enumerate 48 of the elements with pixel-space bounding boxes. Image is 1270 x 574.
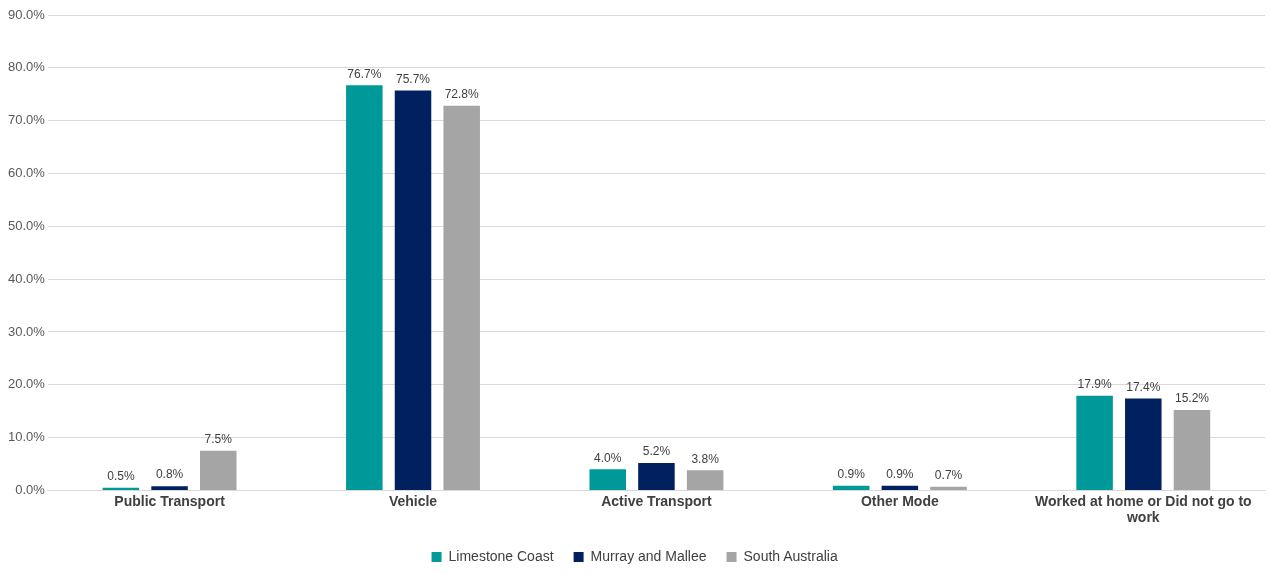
data-label: 3.8% bbox=[691, 451, 720, 466]
data-label: 0.9% bbox=[886, 466, 914, 481]
bar bbox=[151, 486, 188, 490]
bar bbox=[394, 90, 432, 490]
y-tick-label: 0.0% bbox=[15, 481, 46, 497]
data-label: 4.0% bbox=[594, 450, 622, 465]
bar bbox=[832, 485, 870, 490]
x-tick-label: Public Transport bbox=[114, 492, 226, 509]
data-label: 0.7% bbox=[934, 468, 963, 483]
data-label: 17.9% bbox=[1077, 377, 1112, 392]
bar bbox=[930, 486, 967, 490]
data-label: 17.4% bbox=[1126, 379, 1161, 394]
legend-label: Murray and Mallee bbox=[590, 547, 707, 564]
y-tick-label: 60.0% bbox=[7, 165, 46, 181]
data-label: 0.8% bbox=[155, 467, 184, 482]
data-label: 5.2% bbox=[642, 444, 671, 459]
data-label: 7.5% bbox=[204, 432, 233, 447]
y-tick-label: 70.0% bbox=[7, 112, 46, 128]
bar bbox=[589, 469, 626, 490]
y-tick-label: 80.0% bbox=[7, 59, 46, 75]
bar bbox=[1076, 395, 1113, 490]
bar bbox=[102, 487, 140, 490]
x-tick-label: Worked at home or Did not go to work bbox=[1034, 492, 1252, 526]
bar bbox=[881, 485, 919, 490]
bar bbox=[1173, 410, 1211, 490]
data-label: 0.5% bbox=[107, 469, 135, 484]
legend-label: Limestone Coast bbox=[448, 547, 554, 564]
bar bbox=[200, 450, 237, 490]
y-tick-label: 10.0% bbox=[7, 429, 46, 445]
legend-label: South Australia bbox=[743, 547, 838, 564]
bar bbox=[346, 85, 383, 490]
x-tick-label: Active Transport bbox=[601, 492, 712, 509]
data-label: 72.8% bbox=[444, 87, 480, 102]
x-tick-label: Other Mode bbox=[860, 492, 939, 509]
data-label: 76.7% bbox=[347, 66, 382, 81]
data-label: 15.2% bbox=[1174, 391, 1210, 406]
x-tick-label: Vehicle bbox=[388, 492, 438, 509]
bar bbox=[1125, 398, 1162, 490]
y-tick-label: 30.0% bbox=[7, 323, 46, 339]
y-tick-label: 90.0% bbox=[7, 6, 46, 22]
bar bbox=[686, 470, 724, 490]
data-label: 75.7% bbox=[395, 71, 431, 86]
y-tick-label: 50.0% bbox=[7, 217, 46, 233]
y-tick-label: 40.0% bbox=[7, 270, 46, 286]
y-tick-label: 20.0% bbox=[7, 376, 46, 392]
data-label: 0.9% bbox=[837, 466, 866, 481]
bar bbox=[638, 462, 675, 490]
bar bbox=[443, 105, 480, 490]
